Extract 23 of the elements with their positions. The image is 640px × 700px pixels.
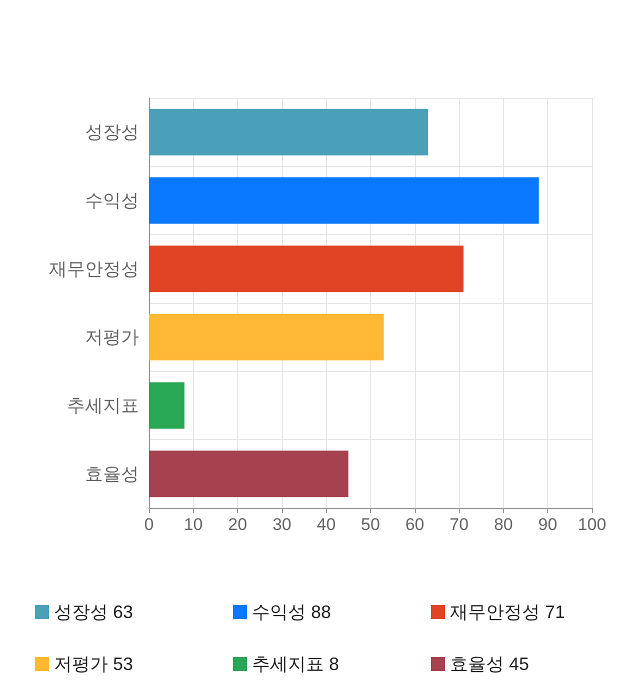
x-tick-label: 0: [144, 515, 154, 534]
x-tick-label: 50: [361, 515, 380, 534]
x-tick-label: 60: [405, 515, 424, 534]
x-tick-label: 90: [538, 515, 558, 534]
legend-label: 효율성 45: [450, 654, 530, 674]
legend-label: 성장성 63: [54, 602, 134, 622]
x-tick-label: 20: [228, 515, 248, 534]
y-tick-label: 성장성: [85, 122, 139, 142]
legend-label: 저평가 53: [54, 654, 134, 674]
x-tick-label: 70: [450, 515, 469, 534]
y-tick-label: 수익성: [85, 190, 139, 210]
y-tick-label: 효율성: [85, 464, 139, 484]
legend-label: 재무안정성 71: [450, 602, 566, 622]
x-tick-label: 80: [494, 515, 513, 534]
legend-label: 수익성 88: [252, 602, 332, 622]
y-tick-label: 저평가: [85, 327, 139, 348]
y-tick-label: 추세지표: [67, 396, 139, 416]
legend-label: 추세지표 8: [252, 654, 340, 674]
x-tick-label: 40: [316, 515, 336, 534]
x-tick-label: 30: [272, 515, 292, 534]
x-tick-label: 10: [184, 515, 203, 534]
y-tick-label: 재무안정성: [49, 258, 139, 279]
x-tick-label: 100: [578, 515, 606, 534]
